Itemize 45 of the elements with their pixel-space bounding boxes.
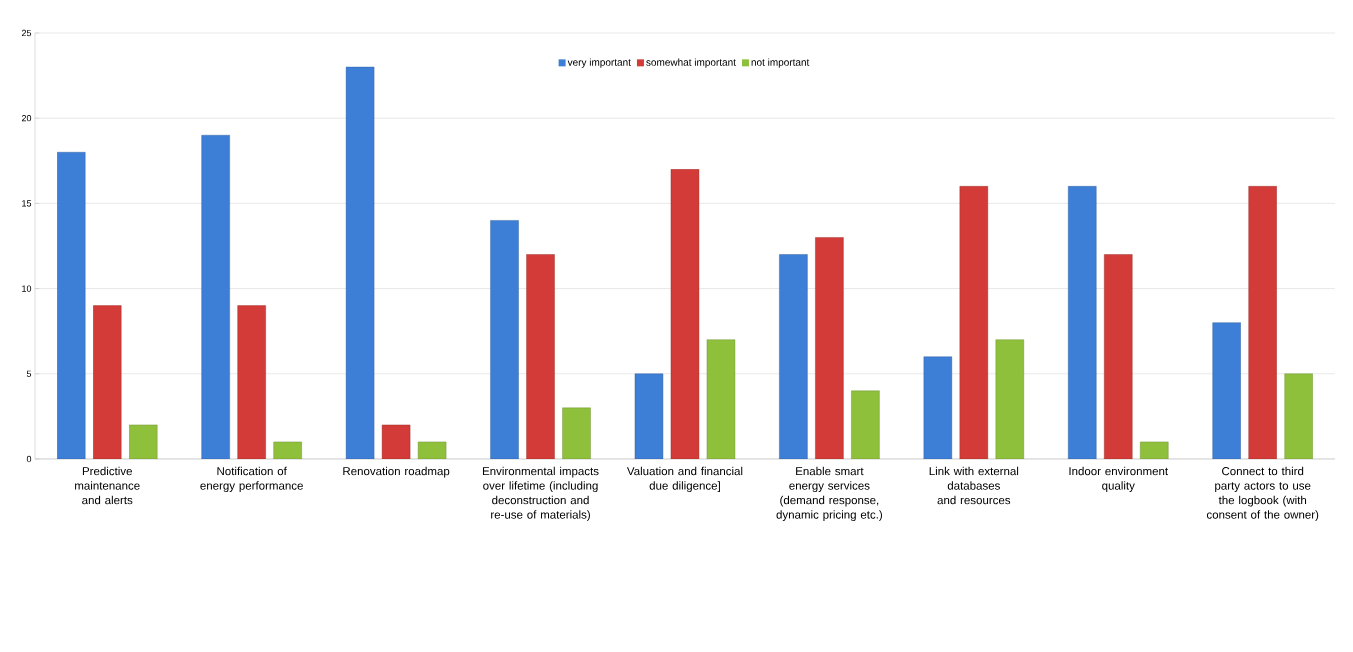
bar xyxy=(1212,322,1241,459)
bar xyxy=(57,152,86,459)
bar xyxy=(345,66,375,459)
bar xyxy=(1140,441,1169,459)
bar xyxy=(995,339,1025,459)
y-tick-label: 20 xyxy=(21,115,32,122)
x-tick-label: Connect to third party actors to use the logbook (with consent of the owner) xyxy=(1206,466,1319,521)
bar xyxy=(129,424,158,459)
bar xyxy=(526,254,555,459)
bar xyxy=(851,390,880,459)
legend-label: not important xyxy=(751,58,810,68)
bar xyxy=(1284,373,1313,459)
x-tick-label: Link with external databases and resources xyxy=(929,466,1019,505)
bar xyxy=(670,169,700,459)
bar xyxy=(1068,186,1097,459)
x-tick-label: Environmental impacts over lifetime (including deconstruction and re-use of materials) xyxy=(482,466,599,521)
bar xyxy=(1104,254,1133,459)
x-tick-label: Notification of energy performance xyxy=(200,466,303,492)
legend-label: very important xyxy=(567,58,631,68)
legend-label: somewhat important xyxy=(646,58,736,68)
bar xyxy=(634,373,664,459)
bar xyxy=(93,305,122,459)
x-tick-label: Enable smart energy services (demand response, dynamic pricing etc.) xyxy=(776,466,883,521)
y-tick-label: 0 xyxy=(26,455,32,463)
bar xyxy=(490,220,519,459)
x-tick-label: Valuation and financial due diligence] xyxy=(626,466,743,492)
bar xyxy=(706,339,736,459)
x-tick-label: Indoor environment quality xyxy=(1069,466,1169,492)
x-tick-label: Predictive maintenance and alerts xyxy=(75,466,140,505)
bar xyxy=(381,424,411,459)
y-tick-label: 10 xyxy=(22,285,32,292)
bar xyxy=(417,441,447,459)
bar xyxy=(201,135,230,459)
bar xyxy=(562,407,591,459)
y-tick-label: 15 xyxy=(22,200,32,207)
x-tick-label: Renovation roadmap xyxy=(343,466,450,478)
bar xyxy=(1248,186,1277,459)
bar xyxy=(273,441,302,459)
bar xyxy=(779,254,808,459)
y-tick-label: 25 xyxy=(21,29,32,37)
bar xyxy=(815,237,844,459)
bar xyxy=(923,356,953,459)
bar xyxy=(237,305,266,459)
bar xyxy=(959,186,989,459)
y-tick-label: 5 xyxy=(26,370,32,377)
